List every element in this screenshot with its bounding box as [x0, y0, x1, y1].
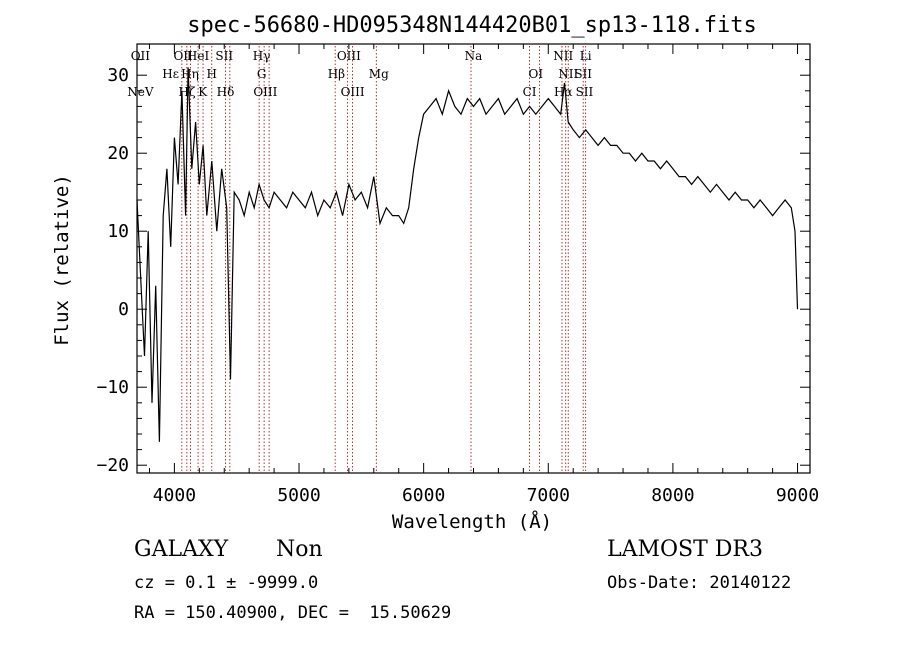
x-tick-label: 6000	[402, 485, 445, 506]
y-tick-label: −10	[96, 377, 129, 398]
chart-title: spec-56680-HD095348N144420B01_sp13-118.f…	[187, 13, 757, 38]
line-label: CI	[523, 85, 537, 99]
line-label: OI	[529, 67, 544, 81]
line-label: SII	[574, 67, 592, 81]
coordinates: RA = 150.40900, DEC = 15.50629	[134, 603, 452, 623]
y-axis: −20 −10 0 10 20 30	[96, 59, 810, 476]
spectrum-line	[136, 67, 799, 442]
line-label: Na	[465, 49, 483, 63]
line-label: SII	[215, 49, 233, 63]
line-label: H	[207, 67, 217, 81]
y-tick-label: 30	[107, 65, 129, 86]
line-label: SII	[576, 85, 594, 99]
class-label: GALAXY	[134, 537, 229, 562]
line-label: NII	[558, 67, 578, 81]
x-tick-label: 5000	[277, 485, 320, 506]
x-tick-label: 7000	[527, 485, 570, 506]
line-label: K	[198, 85, 208, 99]
line-label: OII	[173, 49, 193, 63]
line-label: OII	[131, 49, 151, 63]
survey-label: LAMOST DR3	[607, 537, 763, 562]
line-label: Hε	[162, 67, 179, 81]
x-tick-label: 9000	[776, 485, 819, 506]
line-label: Li	[580, 49, 592, 63]
line-label: Mg	[369, 67, 389, 81]
cz-value: cz = 0.1 ± -9999.0	[134, 573, 319, 593]
subclass-label: Non	[276, 537, 323, 562]
obs-date: Obs-Date: 20140122	[607, 573, 792, 593]
line-label: NII	[553, 49, 573, 63]
x-axis-title: Wavelength (Å)	[392, 510, 552, 533]
x-tick-label: 4000	[153, 485, 196, 506]
line-label: HeI	[187, 49, 210, 63]
y-axis-title: Flux (relative)	[51, 174, 73, 346]
y-tick-label: −20	[96, 455, 129, 476]
line-label: Hβ	[328, 67, 345, 81]
line-label: Hδ	[217, 85, 235, 99]
line-label: Hγ	[253, 49, 271, 63]
line-label: OIII	[337, 49, 361, 63]
y-tick-label: 20	[107, 143, 129, 164]
reference-lines	[181, 46, 587, 471]
y-tick-label: 10	[107, 221, 129, 242]
x-tick-label: 8000	[651, 485, 694, 506]
plot-frame	[136, 43, 811, 474]
x-axis: 4000 5000 6000 7000 8000 9000	[148, 44, 819, 506]
line-label: NeV	[127, 85, 154, 99]
y-tick-label: 0	[118, 299, 129, 320]
line-label: OIII	[341, 85, 365, 99]
line-label: G	[257, 67, 267, 81]
line-labels: NeVOIIHεOIIHζHηHeIKHSIIHδHγGOIIIOIIIHβOI…	[127, 49, 593, 99]
line-label: OIII	[253, 85, 277, 99]
line-label: Hη	[181, 67, 199, 81]
